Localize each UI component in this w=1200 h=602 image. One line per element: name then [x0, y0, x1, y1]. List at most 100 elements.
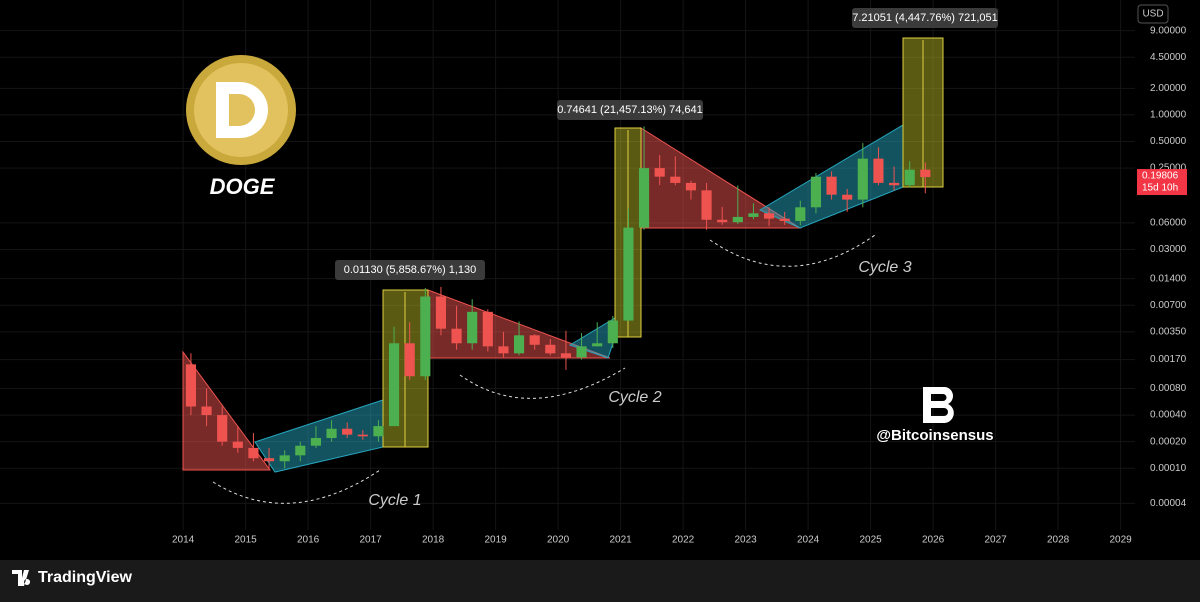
candle-body	[904, 169, 915, 186]
coin-inner	[194, 63, 288, 157]
candle-body	[748, 213, 759, 217]
candle-body	[857, 158, 868, 200]
candle-body	[592, 343, 603, 347]
candle-body	[467, 311, 478, 344]
candle-body	[420, 296, 431, 377]
x-tick-label: 2014	[172, 535, 195, 546]
x-tick-label: 2028	[1047, 535, 1070, 546]
candle-body	[810, 176, 822, 208]
measurement-labels: 0.01130 (5,858.67%) 1,130 0.74641 (21,45…	[335, 8, 998, 280]
candle-body	[607, 320, 618, 344]
x-tick-label: 2022	[672, 535, 695, 546]
y-tick-label: 0.00170	[1150, 354, 1187, 365]
candle-body	[576, 346, 587, 358]
cycle-label: Cycle 3	[858, 259, 911, 276]
candle-body	[763, 213, 775, 219]
x-tick-label: 2016	[297, 535, 320, 546]
y-tick-label: 0.03000	[1150, 244, 1187, 255]
x-tick-label: 2019	[485, 535, 508, 546]
candle-body	[670, 176, 681, 183]
candle-body	[357, 434, 368, 437]
candle-body	[623, 227, 634, 321]
x-tick-label: 2020	[547, 535, 570, 546]
watermark: @Bitcoinsensus	[876, 427, 993, 444]
label-bg	[335, 260, 485, 280]
candle-body	[263, 458, 275, 462]
candle-body	[388, 343, 400, 427]
label-bg	[852, 8, 998, 28]
candle-body	[779, 218, 790, 221]
candle-body	[498, 346, 509, 354]
cycle-label: Cycle 2	[608, 389, 661, 406]
candle-body	[685, 182, 697, 191]
candle-body	[451, 328, 462, 344]
candle-body	[545, 344, 556, 354]
y-tick-label: 0.25000	[1150, 163, 1187, 174]
candle-body	[654, 168, 665, 177]
countdown: 15d 10h	[1142, 183, 1178, 194]
y-tick-label: 0.00040	[1150, 410, 1187, 421]
x-tick-label: 2026	[922, 535, 945, 546]
candle-body	[201, 406, 212, 416]
coin-d	[216, 82, 268, 138]
currency-box	[1137, 4, 1169, 24]
candle-body	[560, 353, 572, 358]
candle-body	[529, 335, 540, 345]
x-tick-label: 2025	[860, 535, 883, 546]
x-tick-label: 2029	[1110, 535, 1133, 546]
y-tick-label: 0.50000	[1150, 136, 1187, 147]
candle-body	[435, 296, 447, 329]
cycle-arrow	[709, 234, 876, 267]
y-tick-label: 0.00350	[1150, 327, 1187, 338]
x-tick-label: 2018	[422, 535, 445, 546]
candle-body	[826, 176, 837, 195]
footer	[0, 560, 1200, 602]
candle-body	[279, 455, 290, 462]
candle-body	[888, 182, 900, 186]
y-tick-label: 0.00010	[1150, 463, 1187, 474]
cycle-arrow	[459, 367, 626, 399]
candle-body	[732, 216, 743, 223]
currency: USD	[1142, 9, 1163, 20]
y-tick-label: 0.06000	[1150, 217, 1187, 228]
y-tick-label: 2.00000	[1150, 83, 1187, 94]
measurement-label: 0.74641 (21,457.13%) 74,641	[557, 104, 703, 116]
chart-title: DOGE	[210, 174, 276, 199]
candle-body	[404, 343, 415, 377]
y-tick-label: 0.01400	[1150, 273, 1187, 284]
candle-body	[185, 364, 197, 407]
price-tag	[1137, 169, 1187, 196]
measurement-label: 0.01130 (5,858.67%) 1,130	[344, 264, 477, 276]
brand: TradingView	[38, 569, 133, 586]
down-triangle	[182, 350, 271, 471]
y-tick-label: 0.00080	[1150, 383, 1187, 394]
candle-body	[342, 428, 353, 435]
cycle-label: Cycle 1	[368, 492, 421, 509]
candle-body	[638, 168, 650, 228]
candle-body	[482, 311, 493, 347]
x-tick-label: 2023	[735, 535, 758, 546]
candle-body	[248, 447, 259, 459]
background	[0, 0, 1200, 560]
y-tick-label: 1.00000	[1150, 110, 1187, 121]
x-tick-label: 2015	[235, 535, 258, 546]
candle-body	[513, 335, 525, 354]
x-tick-label: 2017	[360, 535, 383, 546]
bitcoinsensus-logo	[923, 387, 954, 423]
candle-body	[701, 190, 712, 220]
y-tick-label: 4.50000	[1150, 52, 1187, 63]
price-axis	[1137, 0, 1200, 560]
y-tick-label: 0.00700	[1150, 300, 1187, 311]
brand-logo	[12, 570, 31, 586]
candle-body	[920, 169, 931, 178]
x-tick-label: 2021	[610, 535, 633, 546]
y-tick-label: 0.00020	[1150, 436, 1187, 447]
y-tick-label: 9.00000	[1150, 25, 1187, 36]
doge-logo	[186, 55, 296, 165]
cycle-arrow	[212, 469, 381, 504]
x-tick-label: 2027	[985, 535, 1008, 546]
candle-body	[795, 207, 806, 221]
measurement-label: 7.21051 (4,447.76%) 721,051	[852, 12, 998, 24]
y-tick-label: 0.00004	[1150, 498, 1187, 509]
